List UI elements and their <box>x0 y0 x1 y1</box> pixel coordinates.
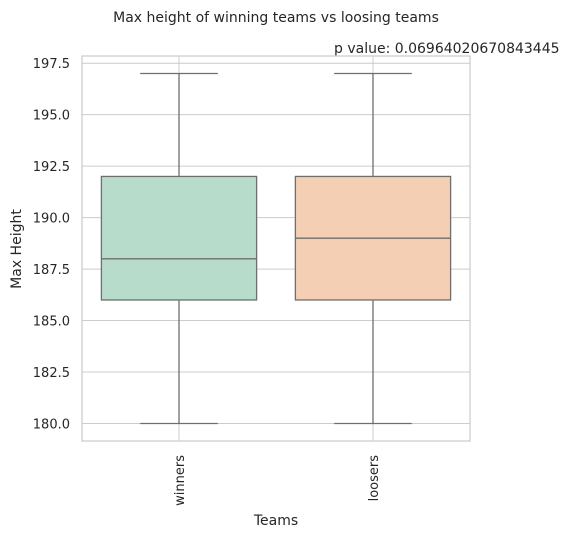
y-tick-label: 185.0 <box>33 315 70 330</box>
y-tick-label: 192.5 <box>33 160 70 175</box>
y-tick-label: 197.5 <box>33 57 70 72</box>
plot-frame <box>81 55 471 442</box>
chart-title: Max height of winning teams vs loosing t… <box>113 10 439 26</box>
x-axis-label: Teams <box>253 513 298 529</box>
iqr-box <box>100 175 258 301</box>
x-tick-labels: winners loosers <box>173 455 382 506</box>
p-value-annotation: p value: 0.06964020670843445 <box>334 41 560 57</box>
y-axis-label: Max Height <box>9 209 25 289</box>
y-tick-label: 180.0 <box>33 418 70 433</box>
y-tick-labels: 180.0 182.5 185.0 187.5 190.0 192.5 195.0 197.5 <box>33 57 70 432</box>
y-tick-label: 187.5 <box>33 263 70 278</box>
y-tick-label: 190.0 <box>33 212 70 227</box>
box-winners <box>100 72 258 425</box>
y-tick-label: 182.5 <box>33 366 70 381</box>
y-tick-label: 195.0 <box>33 109 70 124</box>
x-tick-label: loosers <box>367 455 382 502</box>
x-tick-label: winners <box>173 455 188 506</box>
boxes-group <box>100 72 452 425</box>
box-loosers <box>294 72 452 425</box>
